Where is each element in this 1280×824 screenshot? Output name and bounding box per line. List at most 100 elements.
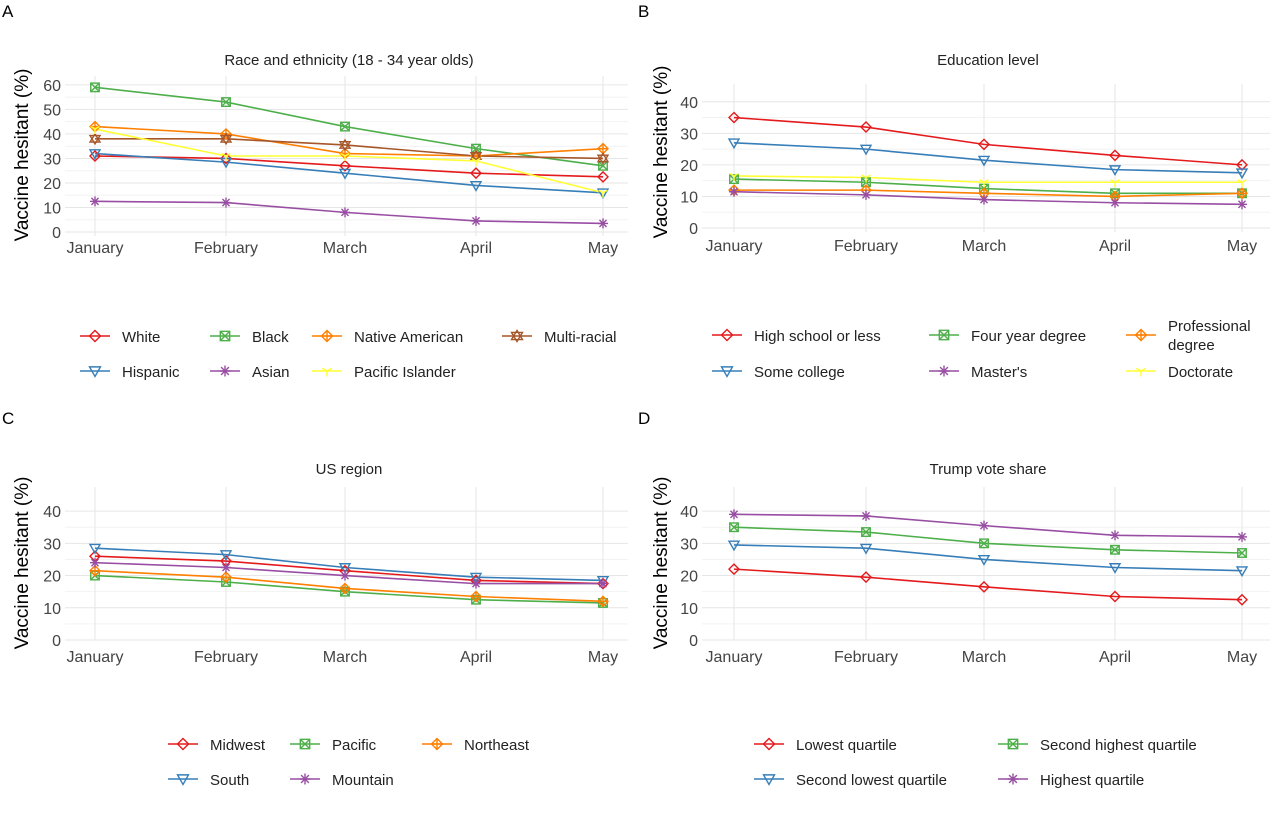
legend-item-white[interactable]: White: [80, 329, 160, 346]
legend-label: Four year degree: [971, 328, 1086, 345]
legend-item-second-lowest-quartile[interactable]: Second lowest quartile: [754, 772, 947, 789]
legend-item-highest-quartile[interactable]: Highest quartile: [998, 772, 1144, 789]
data-point-master-s: [861, 189, 871, 200]
data-point-doctorate: [861, 174, 871, 183]
legend-item-black[interactable]: Black: [210, 329, 289, 346]
y-tick-label: 0: [689, 633, 698, 650]
y-tick-label: 40: [680, 504, 698, 521]
panel-c-tag: C: [2, 409, 14, 428]
legend-key: [168, 737, 198, 751]
data-point-doctorate: [979, 179, 989, 188]
data-point-second-highest-quartile: [729, 522, 739, 533]
x-tick-label: May: [1227, 649, 1257, 666]
legend-item-midwest[interactable]: Midwest: [168, 737, 266, 754]
legend-item-pacific-islander[interactable]: Pacific Islander: [312, 364, 456, 381]
data-point-asian: [340, 207, 350, 218]
legend-item-mountain[interactable]: Mountain: [290, 772, 394, 789]
y-tick-label: 20: [680, 569, 698, 586]
legend-label: Mountain: [332, 772, 394, 789]
x-tick-label: January: [67, 240, 124, 257]
legend-key: [1126, 328, 1156, 342]
y-tick-label: 0: [52, 225, 61, 242]
panel-d-ylabel: Vaccine hesitant (%): [651, 477, 672, 650]
legend-label: Midwest: [210, 737, 266, 754]
panel-b-title: Education level: [937, 52, 1039, 69]
legend-item-hispanic[interactable]: Hispanic: [80, 364, 180, 381]
data-point-multi-racial: [469, 149, 483, 163]
legend-label: Black: [252, 329, 289, 346]
legend-item-four-year-degree[interactable]: Four year degree: [929, 328, 1086, 345]
y-tick-label: 30: [43, 536, 61, 553]
data-point-lowest-quartile: [728, 563, 740, 576]
y-tick-label: 20: [680, 158, 698, 175]
data-point-high-school-or-less: [1109, 149, 1121, 162]
y-tick-label: 10: [43, 601, 61, 618]
y-tick-label: 10: [43, 200, 61, 217]
data-point-master-s: [729, 186, 739, 197]
data-point-mountain: [598, 578, 608, 589]
x-tick-label: May: [588, 649, 618, 666]
legend-item-northeast[interactable]: Northeast: [422, 737, 530, 754]
series-line-white: [94, 155, 604, 178]
legend-label: Doctorate: [1168, 364, 1233, 381]
x-tick-label: February: [194, 240, 258, 257]
legend-item-multi-racial[interactable]: Multi-racial: [502, 329, 617, 346]
x-tick-label: January: [706, 649, 763, 666]
legend-item-native-american[interactable]: Native American: [312, 329, 463, 346]
legend-key: [80, 366, 110, 378]
y-tick-label: 30: [680, 536, 698, 553]
legend-label: High school or less: [754, 328, 881, 345]
series-line-some-college: [733, 142, 1243, 174]
data-point-doctorate: [729, 172, 739, 181]
legend-item-pacific[interactable]: Pacific: [290, 737, 377, 754]
legend-label: Some college: [754, 364, 845, 381]
legend-item-professional-degree[interactable]: Professional degree: [1126, 318, 1255, 354]
legend-label: Professional degree: [1168, 318, 1255, 354]
legend-label: Native American: [354, 329, 463, 346]
panel-a-tag: A: [2, 2, 14, 21]
legend-key: [168, 774, 198, 786]
data-point-highest-quartile: [979, 520, 989, 531]
data-point-second-highest-quartile: [979, 538, 989, 549]
panel-a-ylabel: Vaccine hesitant (%): [12, 69, 33, 242]
y-tick-label: 0: [52, 633, 61, 650]
data-point-lowest-quartile: [860, 571, 872, 584]
panel-b-legend: High school or less Four year degree Pro…: [712, 318, 1255, 381]
data-point-high-school-or-less: [860, 121, 872, 134]
data-point-white: [470, 167, 482, 180]
legend-key: [210, 330, 240, 342]
panel-a: A Race and ethnicity (18 - 34 year olds)…: [2, 2, 628, 381]
legend-item-south[interactable]: South: [168, 772, 249, 789]
panel-b-plot: 0 10 20 30 40 January February March April May: [680, 84, 1270, 255]
panel-b-ylabel: Vaccine hesitant (%): [651, 66, 672, 239]
panel-b-tag: B: [638, 2, 649, 21]
data-point-asian: [221, 197, 231, 208]
legend-key: [754, 737, 784, 751]
x-tick-label: April: [1099, 238, 1131, 255]
legend-item-asian[interactable]: Asian: [210, 364, 290, 381]
data-point-doctorate: [1110, 179, 1120, 188]
data-point-multi-racial: [338, 138, 352, 152]
legend-item-doctorate[interactable]: Doctorate: [1126, 364, 1233, 381]
legend-item-some-college[interactable]: Some college: [712, 364, 845, 381]
y-tick-label: 60: [43, 78, 61, 95]
data-point-highest-quartile: [1237, 531, 1247, 542]
data-point-master-s: [1110, 197, 1120, 208]
x-tick-label: May: [1227, 238, 1257, 255]
legend-item-second-highest-quartile[interactable]: Second highest quartile: [998, 737, 1197, 754]
data-point-south: [338, 563, 352, 574]
x-tick-label: February: [834, 238, 898, 255]
x-tick-label: April: [1099, 649, 1131, 666]
data-point-white: [597, 170, 609, 183]
data-point-professional-degree: [1236, 187, 1248, 200]
data-point-asian: [598, 218, 608, 229]
y-tick-label: 40: [43, 504, 61, 521]
data-point-pacific-islander: [340, 152, 350, 161]
legend-key: [422, 737, 452, 751]
legend-item-masters[interactable]: Master's: [929, 364, 1027, 381]
data-point-mountain: [221, 562, 231, 573]
legend-item-high-school-or-less[interactable]: High school or less: [712, 328, 881, 345]
data-point-northeast: [470, 590, 482, 603]
y-tick-label: 20: [43, 569, 61, 586]
legend-item-lowest-quartile[interactable]: Lowest quartile: [754, 737, 897, 754]
